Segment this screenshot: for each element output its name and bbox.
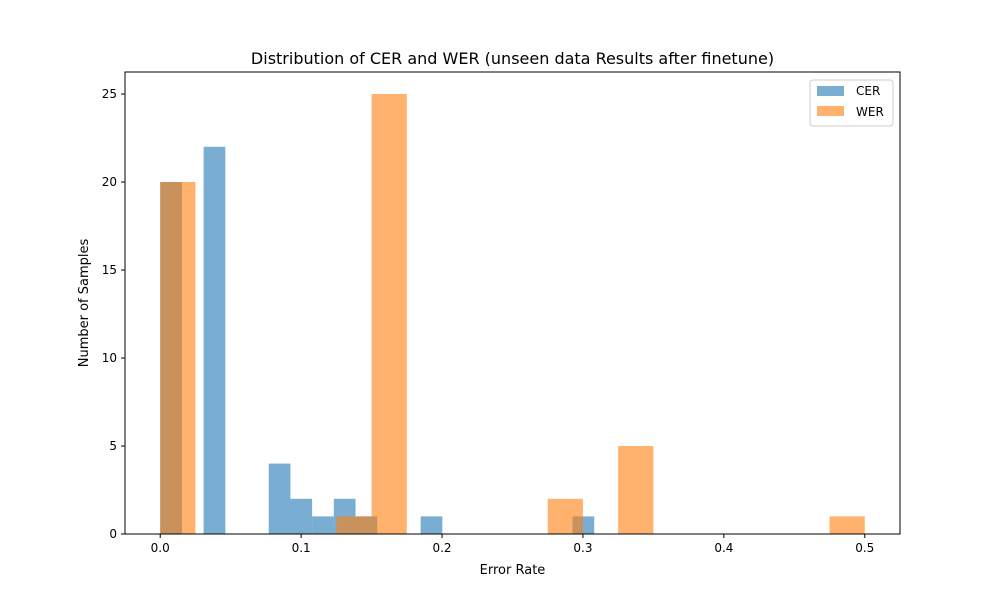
bar-wer-3 <box>547 498 583 534</box>
y-tick-label: 20 <box>102 175 117 189</box>
bar-wer-5 <box>829 516 865 534</box>
x-tick-label: 0.2 <box>432 541 451 555</box>
x-axis-label: Error Rate <box>480 563 546 578</box>
y-tick-label: 10 <box>102 351 117 365</box>
y-tick-label: 25 <box>102 87 117 101</box>
legend-swatch-cer <box>817 86 844 96</box>
legend-label-wer: WER <box>856 105 884 119</box>
x-axis-ticks: 0.0 0.1 0.2 0.3 0.4 0.5 <box>151 534 874 555</box>
x-tick-label: 0.4 <box>714 541 733 555</box>
x-tick-label: 0.3 <box>573 541 592 555</box>
bar-cer-4 <box>312 516 334 534</box>
y-tick-label: 15 <box>102 263 117 277</box>
y-tick-label: 5 <box>109 439 117 453</box>
bar-cer-3 <box>290 498 313 534</box>
x-tick-label: 0.5 <box>855 541 874 555</box>
legend-label-cer: CER <box>856 84 880 98</box>
y-axis-ticks: 0 5 10 15 20 25 <box>102 87 125 541</box>
bar-wer-2 <box>371 94 407 534</box>
legend-swatch-wer <box>817 106 844 116</box>
x-tick-label: 0.1 <box>292 541 311 555</box>
bar-wer-0 <box>160 182 196 534</box>
plot-frame <box>124 71 901 535</box>
legend: CER WER <box>809 79 894 127</box>
bar-cer-7 <box>420 516 443 534</box>
bars-group <box>160 94 865 535</box>
bar-wer-4 <box>618 446 654 534</box>
bar-cer-1 <box>203 146 226 535</box>
y-tick-label: 0 <box>109 527 117 541</box>
x-tick-label: 0.0 <box>151 541 170 555</box>
bar-wer-1 <box>336 516 372 534</box>
chart-title: Distribution of CER and WER (unseen data… <box>251 49 774 68</box>
y-axis-label: Number of Samples <box>77 239 92 368</box>
bar-cer-2 <box>268 463 291 534</box>
